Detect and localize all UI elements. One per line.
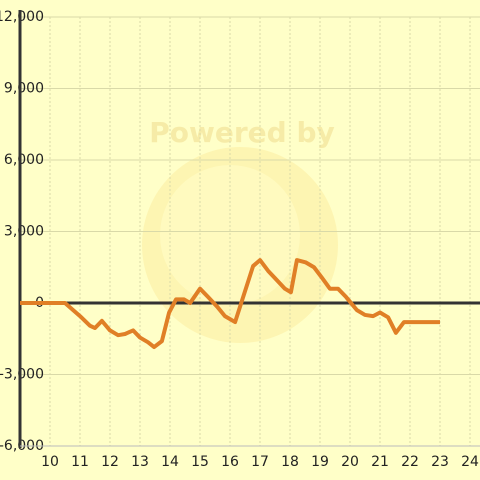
x-tick-label: 24 xyxy=(461,454,479,470)
x-tick-label: 22 xyxy=(401,454,419,470)
y-tick-label: -3,000 xyxy=(0,367,44,383)
x-tick-label: 23 xyxy=(431,454,449,470)
y-tick-label: 9,000 xyxy=(4,81,44,97)
x-tick-label: 15 xyxy=(191,454,209,470)
x-tick-label: 18 xyxy=(281,454,299,470)
y-tick-label: 12,000 xyxy=(0,9,44,25)
x-tick-label: 10 xyxy=(41,454,59,470)
line-series xyxy=(20,258,440,350)
y-tick-label: 6,000 xyxy=(4,152,44,168)
x-tick-label: 13 xyxy=(131,454,149,470)
x-tick-label: 11 xyxy=(71,454,89,470)
x-tick-label: 21 xyxy=(371,454,389,470)
y-tick-label: 3,000 xyxy=(4,224,44,240)
x-tick-label: 19 xyxy=(311,454,329,470)
x-tick-label: 16 xyxy=(221,454,239,470)
watermark-logo xyxy=(142,147,338,343)
logo-circle xyxy=(142,147,338,343)
x-tick-label: 14 xyxy=(161,454,179,470)
x-tick-label: 20 xyxy=(341,454,359,470)
x-tick-label: 17 xyxy=(251,454,269,470)
x-tick-label: 12 xyxy=(101,454,119,470)
watermark-text: Powered by xyxy=(149,116,335,149)
